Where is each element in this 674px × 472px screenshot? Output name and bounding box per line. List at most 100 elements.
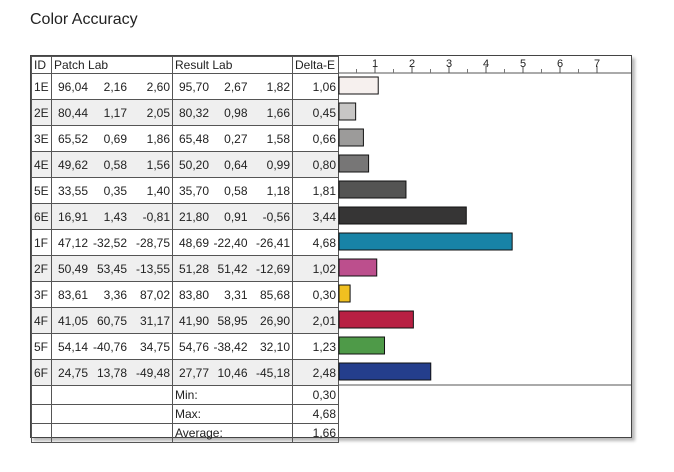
delta-e-value: 2,01 xyxy=(292,307,339,334)
table-row: 2E 80,44 1,17 2,05 80,32 0,98 1,66 0,45 xyxy=(31,99,339,126)
summary-row: Min: 0,30 xyxy=(31,385,339,405)
patch-lab-component: 16,91 xyxy=(57,209,88,224)
patch-lab-component: 1,86 xyxy=(146,131,170,146)
patch-lab-component: 65,52 xyxy=(57,131,88,146)
row-id: 5F xyxy=(31,333,52,360)
table-row: 4F 41,05 60,75 31,17 41,90 58,95 26,90 2,01 xyxy=(31,307,339,334)
x-tick-label: 5 xyxy=(520,58,526,70)
x-tick-label: 3 xyxy=(446,58,452,70)
x-tick-label: 4 xyxy=(483,58,489,70)
result-lab-component: 51,28 xyxy=(178,261,209,276)
delta-e-bar-chart: 1 2 3 4 5 6 7 xyxy=(338,56,631,437)
result-lab-component: 80,32 xyxy=(178,105,209,120)
table-row: 1E 96,04 2,16 2,60 95,70 2,67 1,82 1,06 xyxy=(31,73,339,100)
row-id: 3E xyxy=(31,125,52,152)
bar-6F xyxy=(338,362,432,381)
result-lab-cell: 54,76 -38,42 32,10 xyxy=(172,333,293,360)
patch-lab-component: -40,76 xyxy=(92,339,127,354)
chart-title: Color Accuracy xyxy=(30,11,138,28)
x-tick-label: 1 xyxy=(372,58,378,70)
result-lab-component: -12,69 xyxy=(255,261,290,276)
delta-e-value: 0,80 xyxy=(292,151,339,178)
result-lab-component: 0,99 xyxy=(266,157,290,172)
result-lab-cell: 41,90 58,95 26,90 xyxy=(172,307,293,334)
x-tick-label: 2 xyxy=(409,58,415,70)
result-lab-cell: 35,70 0,58 1,18 xyxy=(172,177,293,204)
table-row: 3E 65,52 0,69 1,86 65,48 0,27 1,58 0,66 xyxy=(31,125,339,152)
bar-2F xyxy=(338,258,378,277)
table-row: 4E 49,62 0,58 1,56 50,20 0,64 0,99 0,80 xyxy=(31,151,339,178)
result-lab-component: 0,27 xyxy=(224,131,248,146)
patch-lab-component: 2,60 xyxy=(146,79,170,94)
delta-e-value: 1,02 xyxy=(292,255,339,282)
delta-e-value: 1,06 xyxy=(292,73,339,100)
header-delta-e: Delta-E xyxy=(292,56,339,74)
result-lab-component: 51,42 xyxy=(217,261,248,276)
header-id: ID xyxy=(31,56,52,74)
summary-value: 4,68 xyxy=(292,404,339,424)
table-row: 1F 47,12 -32,52 -28,75 48,69 -22,40 -26,41 4,68 xyxy=(31,229,339,256)
summary-row: Max: 4,68 xyxy=(31,404,339,424)
row-id: 2F xyxy=(31,255,52,282)
result-lab-component: -0,56 xyxy=(262,209,290,224)
result-lab-component: 95,70 xyxy=(178,79,209,94)
bar-1F xyxy=(338,232,513,251)
result-lab-component: 10,46 xyxy=(217,365,248,380)
patch-lab-component: 83,61 xyxy=(57,287,88,302)
patch-lab-component: 41,05 xyxy=(57,313,88,328)
patch-lab-component: 1,40 xyxy=(146,183,170,198)
patch-lab-component: 3,36 xyxy=(103,287,127,302)
row-id: 2E xyxy=(31,99,52,126)
x-tick-label: 6 xyxy=(557,58,563,70)
patch-lab-component: 1,43 xyxy=(103,209,127,224)
bar-3F xyxy=(338,284,351,303)
table-row: 5E 33,55 0,35 1,40 35,70 0,58 1,18 1,81 xyxy=(31,177,339,204)
patch-lab-cell: 33,55 0,35 1,40 xyxy=(51,177,173,204)
patch-lab-component: -28,75 xyxy=(135,235,170,250)
patch-lab-component: 54,14 xyxy=(57,339,88,354)
result-lab-component: 83,80 xyxy=(178,287,209,302)
result-lab-component: 1,82 xyxy=(266,79,290,94)
x-tick-label: 7 xyxy=(594,58,600,70)
patch-lab-cell: 80,44 1,17 2,05 xyxy=(51,99,173,126)
bar-5F xyxy=(338,336,386,355)
patch-lab-component: 60,75 xyxy=(96,313,127,328)
result-lab-cell: 65,48 0,27 1,58 xyxy=(172,125,293,152)
result-lab-cell: 27,77 10,46 -45,18 xyxy=(172,359,293,386)
delta-e-value: 4,68 xyxy=(292,229,339,256)
table-row: 6F 24,75 13,78 -49,48 27,77 10,46 -45,18 2,48 xyxy=(31,359,339,386)
table-header-row: ID Patch Lab Result Lab Delta-E xyxy=(31,56,339,74)
result-lab-component: 32,10 xyxy=(259,339,290,354)
summary-empty-patch xyxy=(51,404,173,424)
patch-lab-component: 13,78 xyxy=(96,365,127,380)
row-id: 1F xyxy=(31,229,52,256)
row-id: 4F xyxy=(31,307,52,334)
patch-lab-cell: 41,05 60,75 31,17 xyxy=(51,307,173,334)
table-row: 2F 50,49 53,45 -13,55 51,28 51,42 -12,69 1,02 xyxy=(31,255,339,282)
result-lab-component: 0,91 xyxy=(224,209,248,224)
result-lab-component: 54,76 xyxy=(178,339,209,354)
bar-2E xyxy=(338,102,357,121)
result-lab-component: 0,64 xyxy=(224,157,248,172)
result-lab-component: 26,90 xyxy=(259,313,290,328)
patch-lab-cell: 16,91 1,43 -0,81 xyxy=(51,203,173,230)
patch-lab-component: 2,05 xyxy=(146,105,170,120)
result-lab-component: 27,77 xyxy=(178,365,209,380)
result-lab-component: 2,67 xyxy=(224,79,248,94)
result-lab-component: 35,70 xyxy=(178,183,209,198)
summary-value: 1,66 xyxy=(292,423,339,443)
table-row: 3F 83,61 3,36 87,02 83,80 3,31 85,68 0,30 xyxy=(31,281,339,308)
header-result-lab: Result Lab xyxy=(172,56,293,74)
patch-lab-cell: 50,49 53,45 -13,55 xyxy=(51,255,173,282)
result-lab-cell: 50,20 0,64 0,99 xyxy=(172,151,293,178)
row-id: 3F xyxy=(31,281,52,308)
patch-lab-component: 87,02 xyxy=(139,287,170,302)
bar-chart-svg: 1 2 3 4 5 6 7 xyxy=(338,58,631,386)
color-accuracy-panel: ID Patch Lab Result Lab Delta-E 1E 96,04 2… xyxy=(30,55,632,443)
row-id: 4E xyxy=(31,151,52,178)
result-lab-component: 58,95 xyxy=(217,313,248,328)
patch-lab-cell: 49,62 0,58 1,56 xyxy=(51,151,173,178)
result-lab-component: 65,48 xyxy=(178,131,209,146)
patch-lab-cell: 54,14 -40,76 34,75 xyxy=(51,333,173,360)
result-lab-component: 1,18 xyxy=(266,183,290,198)
